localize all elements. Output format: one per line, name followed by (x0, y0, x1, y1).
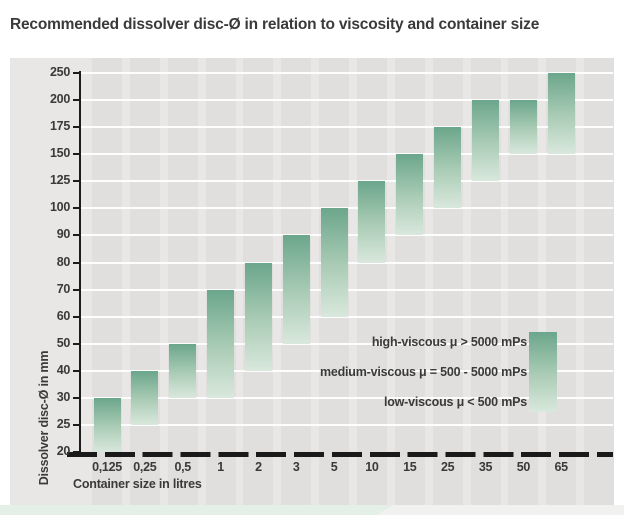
column-stripe (394, 58, 425, 505)
gridline (80, 342, 613, 345)
x-tick-label: 0,125 (92, 460, 122, 474)
gridline (80, 180, 613, 183)
column-stripe (432, 58, 463, 505)
gridline (80, 153, 613, 156)
y-tick-mark (73, 423, 80, 426)
y-tick-mark (73, 342, 80, 345)
x-tick-label: 50 (516, 460, 531, 474)
y-tick-label: 60 (56, 308, 71, 323)
y-tick-label: 25 (56, 416, 71, 431)
y-tick-label: 175 (50, 119, 70, 134)
x-tick-label: 25 (440, 460, 455, 474)
gridline (80, 369, 613, 372)
y-tick-label: 70 (56, 281, 71, 296)
y-tick-label: 200 (50, 92, 70, 107)
x-tick-label: 15 (403, 460, 417, 474)
chart-title: Recommended dissolver disc-Ø in relation… (10, 16, 540, 34)
y-tick-mark (73, 396, 80, 399)
range-bar-25 (434, 127, 462, 209)
y-tick-label: 125 (50, 173, 70, 188)
range-bar-1 (207, 289, 235, 398)
y-tick-label: 90 (56, 227, 71, 242)
gridline (80, 72, 613, 75)
y-tick-mark (73, 451, 80, 453)
y-tick-mark (73, 288, 80, 291)
y-tick-mark (73, 180, 80, 183)
x-tick-label: 5 (330, 460, 338, 474)
column-stripe (129, 58, 160, 505)
x-tick-label: 65 (554, 460, 569, 474)
legend-gradient-swatch (529, 332, 557, 412)
gridline (80, 99, 613, 102)
y-tick-mark (73, 369, 80, 372)
y-tick-mark (73, 234, 80, 237)
range-bar-10 (358, 181, 386, 263)
x-tick-label: 3 (292, 460, 300, 474)
gridline (80, 315, 613, 318)
range-bar-0,25 (131, 370, 159, 425)
range-bar-35 (472, 100, 499, 182)
y-tick-label: 150 (50, 146, 70, 161)
x-tick-label: 1 (217, 460, 224, 474)
y-tick-mark (73, 126, 80, 129)
column-stripe (205, 58, 236, 505)
y-tick-mark (73, 207, 80, 210)
y-tick-label: 50 (56, 335, 71, 350)
gridline (80, 423, 613, 426)
range-bar-15 (396, 154, 424, 236)
range-bar-65 (547, 73, 575, 155)
y-tick-label: 40 (56, 362, 71, 377)
y-tick-label: 100 (50, 200, 70, 215)
x-tick-label: 10 (365, 460, 379, 474)
range-bar-0,5 (169, 343, 197, 398)
y-tick-label: 80 (56, 254, 71, 269)
legend-entry: medium-viscous μ = 500 - 5000 mPs (319, 365, 527, 379)
y-tick-mark (73, 315, 80, 318)
chart-panel: Dissolver disc-Ø in mm Container size in… (10, 58, 615, 505)
y-tick-label: 20 (56, 444, 71, 458)
footer-strip-green (0, 505, 393, 515)
y-tick-mark (73, 153, 80, 156)
column-stripe (356, 58, 387, 505)
x-axis-title: Container size in litres (73, 477, 202, 491)
x-tick-label: 35 (478, 460, 493, 474)
x-tick-label: 2 (255, 460, 262, 474)
column-stripe (167, 58, 198, 505)
x-tick-label: 0,25 (133, 460, 157, 474)
range-bar-3 (282, 235, 310, 344)
y-axis-line (79, 71, 81, 454)
y-tick-mark (73, 72, 80, 75)
legend-entry: low-viscous μ < 500 mPs (383, 395, 527, 409)
x-tick-label: 0,5 (174, 460, 191, 474)
y-tick-mark (73, 99, 80, 102)
column-stripe (584, 58, 615, 505)
y-tick-label: 250 (50, 65, 70, 80)
y-tick-label: 30 (56, 389, 71, 404)
legend-entry: high-viscous μ > 5000 mPs (371, 335, 527, 349)
range-bar-5 (320, 208, 348, 317)
y-tick-mark (73, 261, 80, 264)
range-bar-2 (244, 262, 272, 371)
x-axis-line (67, 452, 613, 457)
range-bar-50 (509, 100, 537, 155)
gridline (80, 126, 613, 129)
gridline (80, 396, 613, 399)
range-bar-0,125 (93, 397, 121, 452)
